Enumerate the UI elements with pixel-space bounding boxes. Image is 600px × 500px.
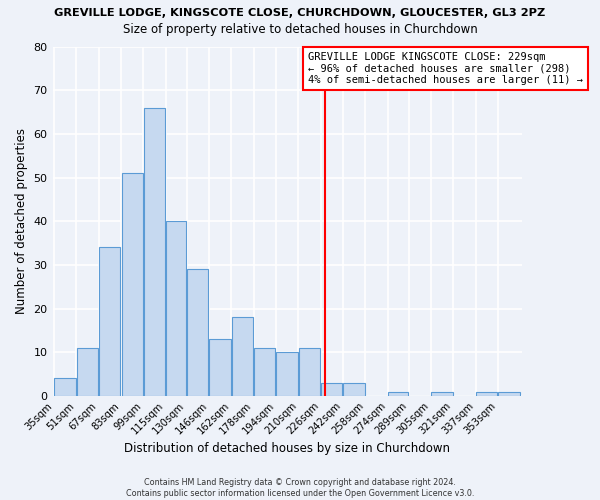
Bar — [388, 392, 408, 396]
Bar — [499, 392, 520, 396]
Text: Contains HM Land Registry data © Crown copyright and database right 2024.
Contai: Contains HM Land Registry data © Crown c… — [126, 478, 474, 498]
Bar — [144, 108, 165, 396]
Bar — [55, 378, 76, 396]
Bar — [343, 383, 365, 396]
Bar — [232, 318, 253, 396]
Text: Size of property relative to detached houses in Churchdown: Size of property relative to detached ho… — [122, 22, 478, 36]
Bar — [166, 221, 186, 396]
Bar — [299, 348, 320, 396]
Bar — [122, 173, 143, 396]
Bar — [476, 392, 497, 396]
Bar — [254, 348, 275, 396]
X-axis label: Distribution of detached houses by size in Churchdown: Distribution of detached houses by size … — [124, 442, 450, 455]
Text: GREVILLE LODGE KINGSCOTE CLOSE: 229sqm
← 96% of detached houses are smaller (298: GREVILLE LODGE KINGSCOTE CLOSE: 229sqm ←… — [308, 52, 583, 85]
Y-axis label: Number of detached properties: Number of detached properties — [15, 128, 28, 314]
Text: GREVILLE LODGE, KINGSCOTE CLOSE, CHURCHDOWN, GLOUCESTER, GL3 2PZ: GREVILLE LODGE, KINGSCOTE CLOSE, CHURCHD… — [55, 8, 545, 18]
Bar — [187, 270, 208, 396]
Bar — [209, 339, 230, 396]
Bar — [321, 383, 343, 396]
Bar — [431, 392, 452, 396]
Bar — [277, 352, 298, 396]
Bar — [77, 348, 98, 396]
Bar — [99, 248, 121, 396]
